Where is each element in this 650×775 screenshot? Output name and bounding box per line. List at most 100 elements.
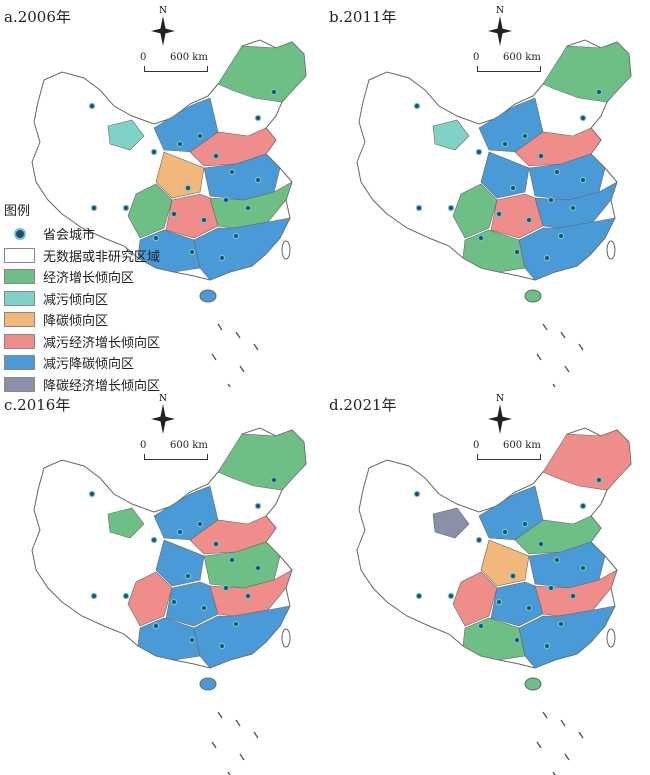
region-west xyxy=(432,507,470,539)
north-arrow-icon: N xyxy=(151,394,175,434)
legend-item: 无数据或非研究区域 xyxy=(4,245,160,267)
capital-city-marker xyxy=(521,520,529,528)
capital-city-marker xyxy=(184,572,192,580)
map-panel-b: b.2011年 N 0 600 km xyxy=(325,0,650,387)
china-map-c xyxy=(31,427,307,775)
sea-boundary-dash xyxy=(227,383,231,387)
capital-city-marker xyxy=(188,636,196,644)
north-label: N xyxy=(496,394,504,404)
region-east xyxy=(155,151,205,199)
island-hainan xyxy=(524,289,542,303)
sea-boundary-dash xyxy=(239,365,245,373)
panel-title: d.2021年 xyxy=(329,396,397,414)
region-east xyxy=(462,229,526,273)
scale-bar: 0 600 km xyxy=(140,440,220,462)
legend-item: 减污降碳倾向区 xyxy=(4,352,160,374)
capital-city-marker xyxy=(501,528,509,536)
scale-bar: 0 600 km xyxy=(473,440,553,462)
island-hainan xyxy=(199,677,217,691)
sea-boundary-dash xyxy=(253,731,259,739)
capital-city-marker xyxy=(579,114,587,122)
legend-label: 省会城市 xyxy=(43,228,96,244)
region-east xyxy=(189,127,277,167)
scale-distance: 600 km xyxy=(503,440,541,451)
capital-city-marker xyxy=(543,642,551,650)
capital-city-marker xyxy=(513,636,521,644)
capital-city-marker xyxy=(553,556,561,564)
sea-boundary-dash xyxy=(552,383,556,387)
capital-city-marker xyxy=(579,176,587,184)
legend-label: 经济增长倾向区 xyxy=(43,271,135,287)
north-label: N xyxy=(159,6,167,16)
capital-city-marker xyxy=(232,232,240,240)
island-taiwan xyxy=(281,628,291,648)
region-east xyxy=(542,429,632,491)
capital-city-marker xyxy=(212,152,220,160)
capital-city-marker xyxy=(150,148,158,156)
panel-title: c.2016年 xyxy=(4,396,71,414)
capital-city-marker xyxy=(525,604,533,612)
sea-boundary-dash xyxy=(560,331,566,339)
sea-boundary-dash xyxy=(536,353,542,361)
region-east xyxy=(534,181,618,229)
capital-city-marker xyxy=(477,622,485,630)
panel-title: a.2006年 xyxy=(4,8,71,26)
region-east xyxy=(518,217,616,281)
scale-zero: 0 xyxy=(140,440,147,451)
legend-swatch xyxy=(4,312,35,328)
region-east xyxy=(193,217,291,281)
region-west xyxy=(432,119,470,151)
capital-city-marker xyxy=(196,520,204,528)
capital-city-marker xyxy=(543,254,551,262)
capital-city-marker xyxy=(170,598,178,606)
capital-city-marker xyxy=(477,234,485,242)
capital-city-icon xyxy=(4,227,35,240)
capital-city-marker xyxy=(88,490,96,498)
scale-distance: 600 km xyxy=(170,52,208,63)
scale-zero: 0 xyxy=(140,52,147,63)
capital-city-marker xyxy=(152,622,160,630)
map-panel-d: d.2021年 N 0 600 km xyxy=(325,388,650,775)
region-west xyxy=(107,119,145,151)
sea-boundary-dash xyxy=(564,365,570,373)
sea-boundary-dash xyxy=(217,323,223,331)
map-panel-c: c.2016年 N 0 600 km xyxy=(0,388,325,775)
sea-boundary-dash xyxy=(211,741,217,749)
capital-city-marker xyxy=(152,234,160,242)
sea-boundary-dash xyxy=(227,771,231,775)
capital-city-marker xyxy=(222,584,230,592)
legend-label: 降碳倾向区 xyxy=(43,314,109,330)
capital-city-marker xyxy=(509,572,517,580)
sea-boundary-dash xyxy=(211,353,217,361)
legend-swatch xyxy=(4,333,35,349)
region-east xyxy=(189,515,277,555)
capital-city-marker xyxy=(447,592,455,600)
panel-title: b.2011年 xyxy=(329,8,397,26)
legend: 图例 省会城市 无数据或非研究区域 经济增长倾向区 减污倾向区 降碳倾向区 减污… xyxy=(4,200,160,395)
island-taiwan xyxy=(281,240,291,260)
capital-city-marker xyxy=(254,176,262,184)
capital-city-marker xyxy=(218,642,226,650)
capital-city-marker xyxy=(232,620,240,628)
china-map-d xyxy=(356,427,632,775)
capital-city-marker xyxy=(579,502,587,510)
capital-city-marker xyxy=(254,114,262,122)
capital-city-marker xyxy=(270,88,278,96)
legend-item: 减污经济增长倾向区 xyxy=(4,331,160,353)
capital-city-marker xyxy=(88,102,96,110)
sea-boundary-dash xyxy=(578,343,584,351)
north-arrow-icon: N xyxy=(488,6,512,46)
map-panel-a: a.2006年 N 0 600 km xyxy=(0,0,325,387)
region-east xyxy=(480,151,530,199)
legend-label: 减污降碳倾向区 xyxy=(43,357,135,373)
capital-city-marker xyxy=(557,620,565,628)
sea-boundary-dash xyxy=(536,741,542,749)
capital-city-marker xyxy=(509,184,517,192)
china-map-a xyxy=(31,39,307,387)
capital-city-marker xyxy=(579,564,587,572)
capital-city-marker xyxy=(122,592,130,600)
region-east xyxy=(137,229,201,273)
capital-city-marker xyxy=(188,248,196,256)
legend-swatch xyxy=(4,290,35,306)
capital-city-marker xyxy=(170,210,178,218)
